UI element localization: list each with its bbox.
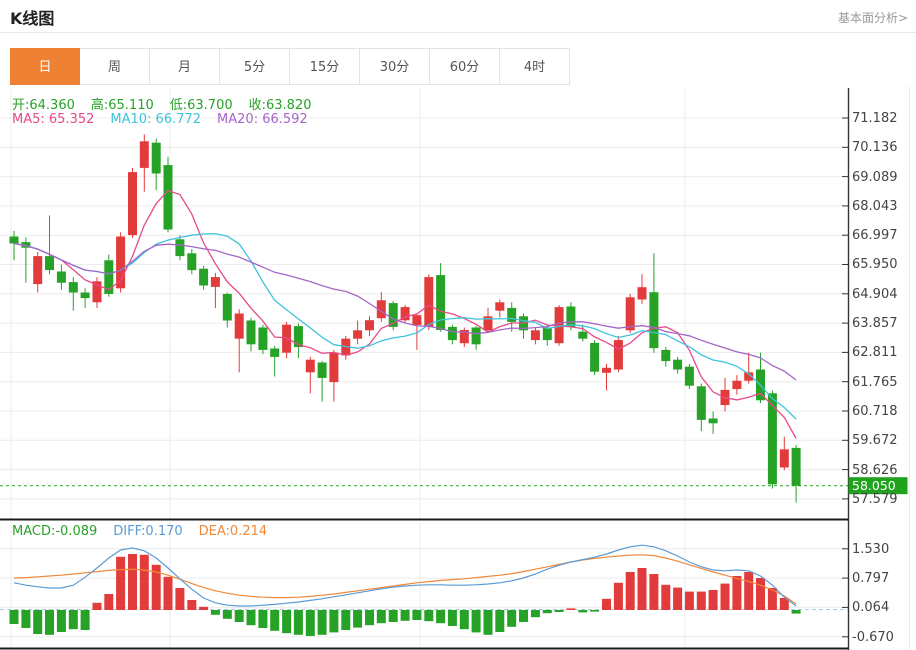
ohlc-readout: 开:64.360 高:65.110 低:63.700 收:63.820 [12, 94, 328, 113]
macd-readout: MACD:-0.089 DIFF:0.170 DEA:0.214 [12, 524, 283, 539]
dea-line [13, 554, 797, 605]
price-tick-label: 58.626 [852, 462, 898, 478]
price-tick-label: 62.811 [852, 345, 898, 361]
ma10-value: MA10: 66.772 [110, 112, 202, 127]
macd-histogram [9, 554, 801, 636]
svg-text:58.050: 58.050 [852, 478, 896, 493]
price-tick-label: 63.857 [852, 316, 898, 332]
ma20-line [13, 242, 797, 381]
ma5-value: MA5: 65.352 [12, 112, 95, 127]
close-value: 收:63.820 [248, 98, 312, 113]
ma5-line [13, 189, 797, 439]
ma20-value: MA20: 66.592 [217, 112, 308, 127]
open-value: 开:64.360 [12, 98, 75, 113]
price-tick-label: 59.672 [852, 433, 898, 449]
price-tick-label: 66.997 [852, 228, 898, 244]
container-right-border [909, 86, 910, 650]
macd-tick-label: 0.064 [852, 600, 890, 616]
tab-month[interactable]: 月 [150, 48, 220, 85]
macd-tick-label: 1.530 [852, 541, 890, 557]
header-divider [0, 32, 916, 33]
ma-readout: MA5: 65.352 MA10: 66.772 MA20: 66.592 [12, 112, 324, 127]
high-value: 高:65.110 [90, 98, 154, 113]
axis-layer [0, 88, 850, 650]
tab-5min[interactable]: 5分 [220, 48, 290, 85]
ma10-line [13, 232, 797, 420]
tab-30min[interactable]: 30分 [360, 48, 430, 85]
tab-week[interactable]: 周 [80, 48, 150, 85]
price-tick-label: 65.950 [852, 257, 898, 273]
interval-tabbar: 日 周 月 5分 15分 30分 60分 4时 [10, 48, 570, 85]
price-tick-label: 68.043 [852, 198, 898, 214]
macd-tick-label: -0.670 [852, 629, 894, 645]
diff-line [13, 544, 797, 607]
dea-value: DEA:0.214 [198, 524, 268, 539]
diff-value: DIFF:0.170 [113, 524, 183, 539]
price-tick-label: 61.765 [852, 374, 898, 390]
tab-15min[interactable]: 15分 [290, 48, 360, 85]
tab-day[interactable]: 日 [10, 48, 80, 85]
macd-value: MACD:-0.089 [12, 524, 98, 539]
macd-tick-label: 0.797 [852, 571, 890, 587]
price-tick-label: 69.089 [852, 169, 898, 185]
price-tick-label: 60.718 [852, 403, 898, 419]
chart-canvas[interactable] [0, 88, 848, 648]
page-title: K线图 [10, 9, 55, 28]
current-price-badge: 58.050 [848, 477, 908, 495]
tab-4hour[interactable]: 4时 [500, 48, 570, 85]
low-value: 低:63.700 [169, 98, 233, 113]
price-tick-label: 70.136 [852, 140, 898, 156]
candlestick-layer [9, 134, 801, 503]
price-tick-label: 64.904 [852, 286, 898, 302]
price-tick-label: 57.579 [852, 491, 898, 507]
price-tick-label: 71.182 [852, 111, 898, 126]
fundamental-analysis-link[interactable]: 基本面分析> [837, 11, 908, 25]
tab-60min[interactable]: 60分 [430, 48, 500, 85]
